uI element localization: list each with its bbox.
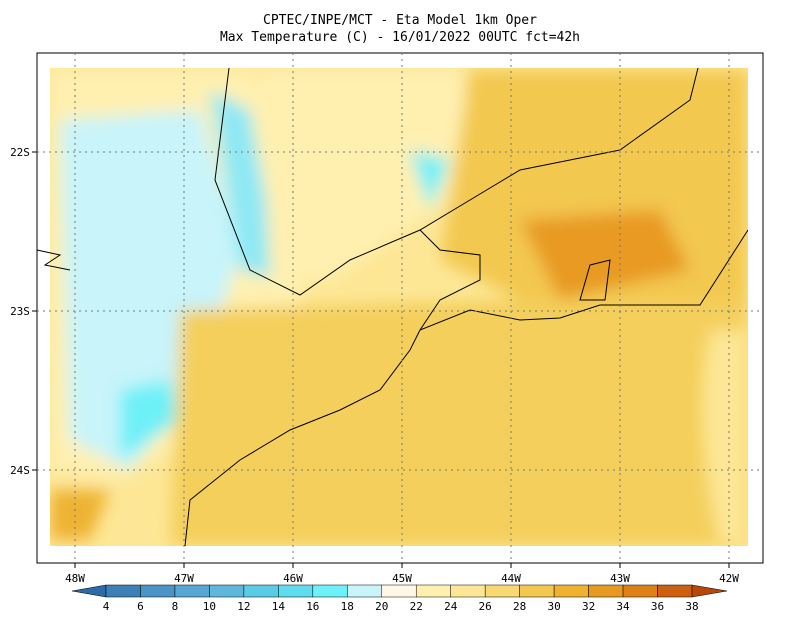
lat-label: 23S: [10, 305, 30, 318]
colorbar: 4 6 8 10 12 14 16 18 20 22 24 26 28 30 32 34 36 38: [71, 584, 728, 613]
colorbar-label: 34: [616, 600, 630, 613]
colorbar-label: 38: [685, 600, 698, 613]
colorbar-box: [278, 584, 314, 598]
colorbar-box: [381, 584, 417, 598]
colorbar-box: [519, 584, 555, 598]
colorbar-label: 36: [651, 600, 664, 613]
colorbar-label: 30: [547, 600, 560, 613]
graticule: 48W 47W 46W 45W 44W 43W 42W 22S 23S 24S: [10, 53, 763, 585]
colorbar-label: 12: [237, 600, 250, 613]
colorbar-box: [553, 584, 589, 598]
colorbar-end: [71, 584, 107, 598]
colorbar-label: 28: [513, 600, 526, 613]
colorbar-box: [415, 584, 451, 598]
colorbar-box: [105, 584, 141, 598]
colorbar-label: 6: [137, 600, 144, 613]
colorbar-box: [174, 584, 210, 598]
colorbar-label: 26: [479, 600, 492, 613]
lat-label: 24S: [10, 464, 30, 477]
lon-label: 48W: [65, 572, 85, 585]
temperature-field: [50, 68, 748, 546]
lon-label: 45W: [392, 572, 412, 585]
colorbar-box: [622, 584, 658, 598]
lon-label: 44W: [501, 572, 521, 585]
colorbar-box: [140, 584, 176, 598]
colorbar-box: [312, 584, 348, 598]
colorbar-box: [657, 584, 693, 598]
colorbar-box: [209, 584, 245, 598]
colorbar-label: 10: [203, 600, 216, 613]
river: [36, 249, 71, 271]
lat-label: 22S: [10, 146, 30, 159]
lon-label: 43W: [610, 572, 630, 585]
title: CPTEC/INPE/MCT - Eta Model 1km Oper: [263, 13, 537, 28]
colorbar-box: [347, 584, 383, 598]
lon-label: 42W: [719, 572, 739, 585]
colorbar-end: [691, 584, 728, 598]
colorbar-label: 18: [341, 600, 354, 613]
colorbar-label: 4: [103, 600, 110, 613]
lon-label: 47W: [174, 572, 194, 585]
colorbar-label: 20: [375, 600, 388, 613]
colorbar-box: [588, 584, 624, 598]
colorbar-label: 22: [410, 600, 423, 613]
state-border: [214, 68, 699, 296]
colorbar-box: [243, 584, 279, 598]
colorbar-box: [450, 584, 486, 598]
colorbar-box: [484, 584, 520, 598]
bay: [579, 259, 611, 301]
coastline: [184, 229, 748, 546]
colorbar-label: 16: [306, 600, 319, 613]
colorbar-label: 32: [582, 600, 595, 613]
field-blobs: [50, 70, 748, 546]
subtitle: Max Temperature (C) - 16/01/2022 00UTC f…: [220, 30, 580, 45]
colorbar-label: 24: [444, 600, 458, 613]
lon-label: 46W: [283, 572, 303, 585]
state-border: [419, 229, 481, 331]
colorbar-label: 8: [172, 600, 179, 613]
colorbar-label: 14: [272, 600, 286, 613]
